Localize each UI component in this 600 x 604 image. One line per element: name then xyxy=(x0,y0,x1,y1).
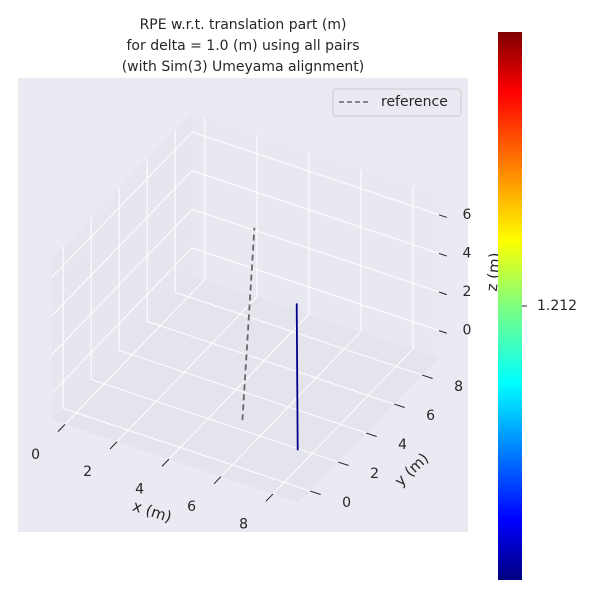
grid-line xyxy=(63,407,311,492)
y-tick-label: 0 xyxy=(342,495,351,511)
back-pane xyxy=(192,112,439,358)
tick-mark xyxy=(338,461,349,467)
tick-mark xyxy=(422,374,433,380)
grid-line xyxy=(51,131,193,278)
z-tick-label: 0 xyxy=(463,323,472,339)
tick-mark xyxy=(109,441,118,450)
grid-line xyxy=(168,313,310,460)
x-tick-label: 2 xyxy=(83,464,92,480)
grid-line xyxy=(51,170,193,317)
tick-mark xyxy=(366,432,377,438)
z-tick-label: 4 xyxy=(463,245,472,261)
legend-label: reference xyxy=(381,94,448,110)
legend: reference xyxy=(332,88,462,117)
x-tick-label: 6 xyxy=(187,499,196,515)
grid-line xyxy=(64,279,206,425)
grid-line xyxy=(220,331,362,477)
data-line xyxy=(295,303,299,451)
grid-line xyxy=(191,208,440,293)
x-tick-label: 8 xyxy=(239,516,248,532)
colorbar xyxy=(498,32,522,580)
tick-mark xyxy=(438,291,447,296)
grid-line xyxy=(191,131,440,216)
data-line xyxy=(241,227,256,421)
tick-mark xyxy=(438,252,447,257)
tick-mark xyxy=(213,476,222,485)
tick-mark xyxy=(438,214,447,218)
title-line: for delta = 1.0 (m) using all pairs xyxy=(127,38,360,54)
tick-mark xyxy=(394,403,405,409)
left-pane xyxy=(52,112,192,420)
grid-line xyxy=(119,349,367,434)
grid-line xyxy=(51,247,193,394)
grid-line xyxy=(175,291,423,376)
colorbar-tick-label: 1.212 xyxy=(537,298,577,314)
y-tick-label: 4 xyxy=(398,437,407,453)
y-tick-label: 8 xyxy=(454,379,463,395)
grid-line xyxy=(272,348,414,495)
tick-mark xyxy=(161,458,170,467)
tick-mark xyxy=(310,490,321,496)
grid-line xyxy=(147,320,395,405)
grid-line xyxy=(51,209,193,355)
floor-pane xyxy=(52,275,439,503)
y-tick-label: 2 xyxy=(370,466,379,482)
tick-mark xyxy=(438,330,447,334)
z-tick-label: 2 xyxy=(463,284,472,300)
y-tick-label: 6 xyxy=(426,408,435,424)
z-tick-label: 6 xyxy=(463,207,472,223)
grid-line xyxy=(191,170,440,254)
legend-box xyxy=(332,88,462,117)
title-line: (with Sim(3) Umeyama alignment) xyxy=(122,59,365,75)
grid-line xyxy=(116,296,258,443)
x-tick-label: 0 xyxy=(31,447,40,463)
title-line: RPE w.r.t. translation part (m) xyxy=(140,17,347,33)
x-tick-label: 4 xyxy=(135,482,144,498)
grid-line xyxy=(191,247,440,332)
tick-mark xyxy=(57,424,66,432)
tick-mark xyxy=(265,493,274,502)
